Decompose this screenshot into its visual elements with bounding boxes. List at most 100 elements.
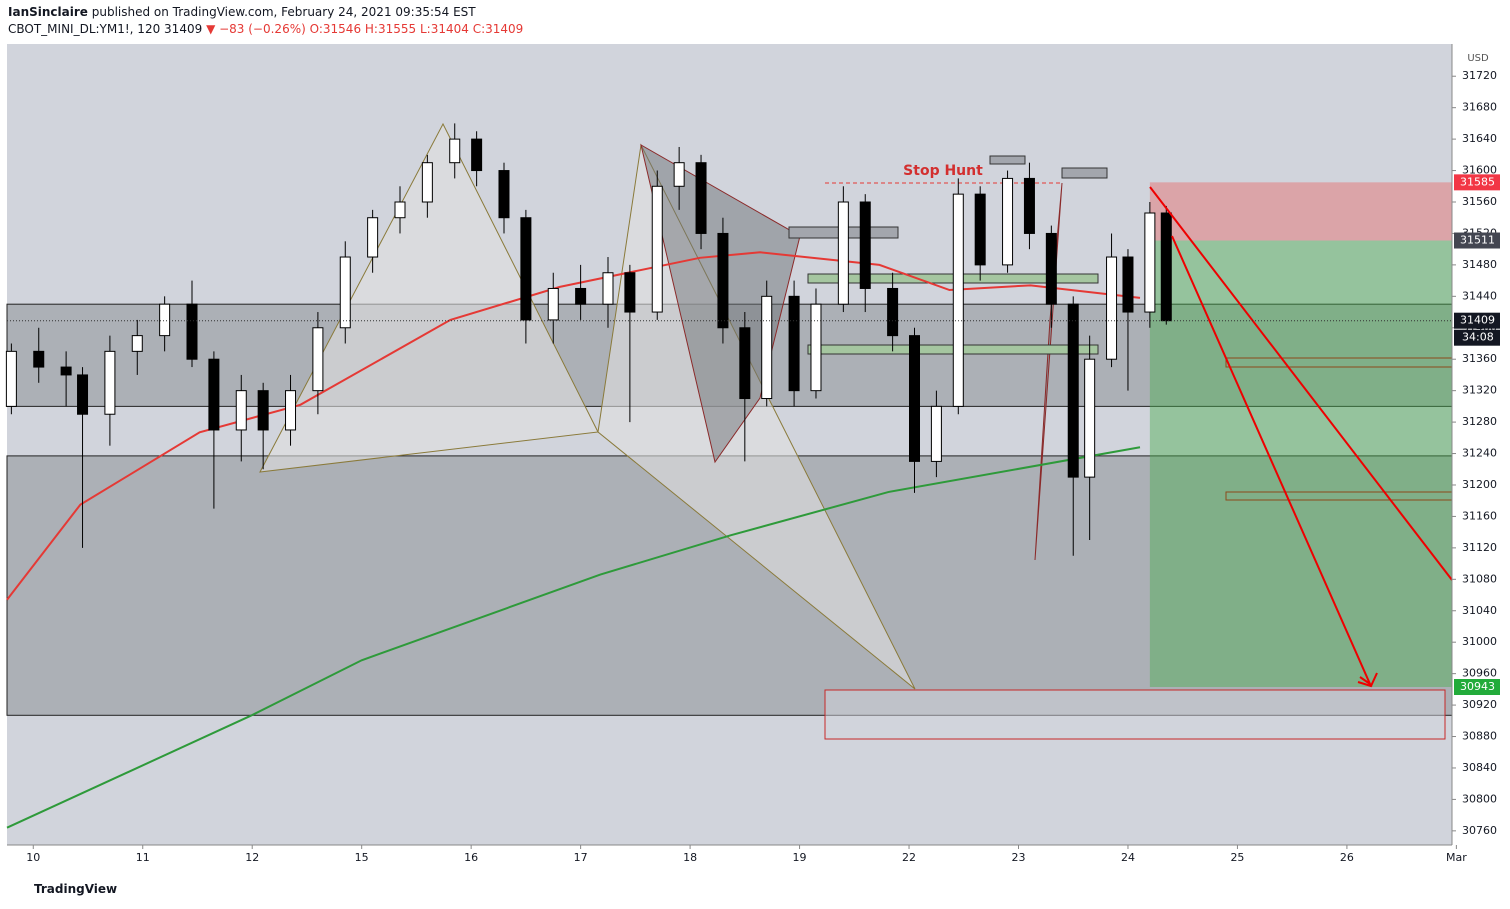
- candle-body: [930, 405, 942, 462]
- y-tick-label: 31040: [1462, 604, 1497, 617]
- target-box: [824, 689, 1446, 740]
- candle-body: [1106, 256, 1118, 360]
- candle-body: [1122, 256, 1134, 313]
- candle-body: [909, 335, 921, 462]
- candle-body: [1067, 303, 1079, 478]
- x-tick-label: 19: [793, 851, 807, 864]
- candle-body: [717, 232, 729, 329]
- candle-body: [1002, 177, 1014, 266]
- header-line: IanSinclaire published on TradingView.co…: [8, 5, 476, 19]
- y-tick-label: 30800: [1462, 792, 1497, 805]
- change: ▼ −83 (−0.26%): [206, 22, 306, 36]
- candle-body: [810, 303, 822, 392]
- x-tick-label: 16: [464, 851, 478, 864]
- currency: USD: [1467, 53, 1489, 64]
- y-tick-label: 30960: [1462, 667, 1497, 680]
- y-tick-label: 31080: [1462, 572, 1497, 585]
- candle-body: [131, 335, 143, 352]
- y-tick-label: 31160: [1462, 509, 1497, 522]
- x-tick-label: 12: [245, 851, 259, 864]
- x-tick-label: 18: [683, 851, 697, 864]
- y-tick-label: 31200: [1462, 478, 1497, 491]
- candle-body: [547, 287, 559, 321]
- candle-body: [1144, 212, 1156, 313]
- stop-tag: [1454, 174, 1500, 191]
- candle-body: [624, 272, 636, 313]
- candle-body: [651, 185, 663, 313]
- arrow-head: [1357, 672, 1378, 688]
- x-tick-label: 15: [355, 851, 369, 864]
- candle-body: [60, 366, 72, 376]
- candle-body: [208, 358, 220, 431]
- candle-body: [952, 193, 964, 407]
- y-tick-label: 31480: [1462, 258, 1497, 271]
- target-tag: [1454, 679, 1500, 696]
- trend-arrow: [1149, 186, 1453, 581]
- candle-body: [1084, 358, 1096, 478]
- y-tick-label: 31320: [1462, 384, 1497, 397]
- x-tick-label: 17: [574, 851, 588, 864]
- x-tick-label: 24: [1121, 851, 1135, 864]
- footer: TradingView: [34, 882, 117, 896]
- candle-body: [5, 350, 17, 407]
- candle-body: [159, 303, 171, 337]
- ohlc: H:31555: [364, 22, 417, 36]
- candle-body: [394, 201, 406, 219]
- candle-body: [104, 350, 116, 415]
- price-tag: [1454, 312, 1500, 329]
- y-tick-label: 31360: [1462, 352, 1497, 365]
- annotation: Stop Hunt: [903, 163, 983, 179]
- x-tick-label: 10: [26, 851, 40, 864]
- candle-body: [575, 287, 587, 305]
- y-tick-label: 31560: [1462, 195, 1497, 208]
- candle-body: [1160, 212, 1172, 322]
- x-tick-label: Mar: [1446, 851, 1467, 864]
- y-tick-label: 31600: [1462, 164, 1497, 177]
- candle-body: [449, 138, 461, 164]
- ohlc: O:31546: [309, 22, 362, 36]
- symbol-line: CBOT_MINI_DL:YM1!, 120 31409 ▼ −83 (−0.2…: [8, 22, 523, 36]
- last: 31409: [164, 22, 203, 36]
- y-tick-label: 31720: [1462, 69, 1497, 82]
- target-zone: [1149, 240, 1452, 688]
- countdown: 34:08: [1462, 331, 1494, 344]
- candle-body: [498, 170, 510, 219]
- candle-body: [761, 295, 773, 400]
- candle-body: [235, 390, 247, 431]
- x-tick-label: 11: [136, 851, 150, 864]
- moving-average: [6, 446, 1141, 829]
- candle-body: [471, 138, 483, 172]
- candle-body: [367, 217, 379, 258]
- x-tick-label: 25: [1230, 851, 1244, 864]
- chart: Stop Hunt USD 30760 30800 30840 30880 30920 3…: [5, 44, 1500, 864]
- published: published on TradingView.com, February 2…: [91, 5, 476, 19]
- x-tick-label: 23: [1012, 851, 1026, 864]
- stop-tag-label: 31585: [1460, 175, 1495, 188]
- y-tick-label: 31120: [1462, 541, 1497, 554]
- brand: TradingView: [34, 882, 118, 896]
- countdown-bg: [1454, 329, 1500, 346]
- y-tick-label: 30760: [1462, 824, 1497, 837]
- x-tick-label: 22: [902, 851, 916, 864]
- x-tick-label: 26: [1340, 851, 1354, 864]
- candle-body: [257, 390, 269, 431]
- y-tick-label: 31280: [1462, 415, 1497, 428]
- y-tick-label: 30920: [1462, 698, 1497, 711]
- candle-body: [837, 201, 849, 305]
- candle-body: [339, 256, 351, 329]
- candle-body: [739, 327, 751, 400]
- candle-body: [695, 162, 707, 234]
- candle-body: [974, 193, 986, 266]
- trend-arrow: [1171, 235, 1373, 687]
- candle-body: [77, 374, 89, 415]
- entry-tag: [1454, 232, 1500, 249]
- y-tick-label: 31240: [1462, 447, 1497, 460]
- target-tag-label: 30943: [1460, 680, 1495, 693]
- candle-body: [788, 295, 800, 392]
- entry-tag-label: 31511: [1460, 234, 1495, 247]
- author: IanSinclaire: [8, 5, 88, 19]
- candle-body: [887, 287, 899, 337]
- y-tick-label: 31680: [1462, 101, 1497, 114]
- y-tick-label: 31000: [1462, 635, 1497, 648]
